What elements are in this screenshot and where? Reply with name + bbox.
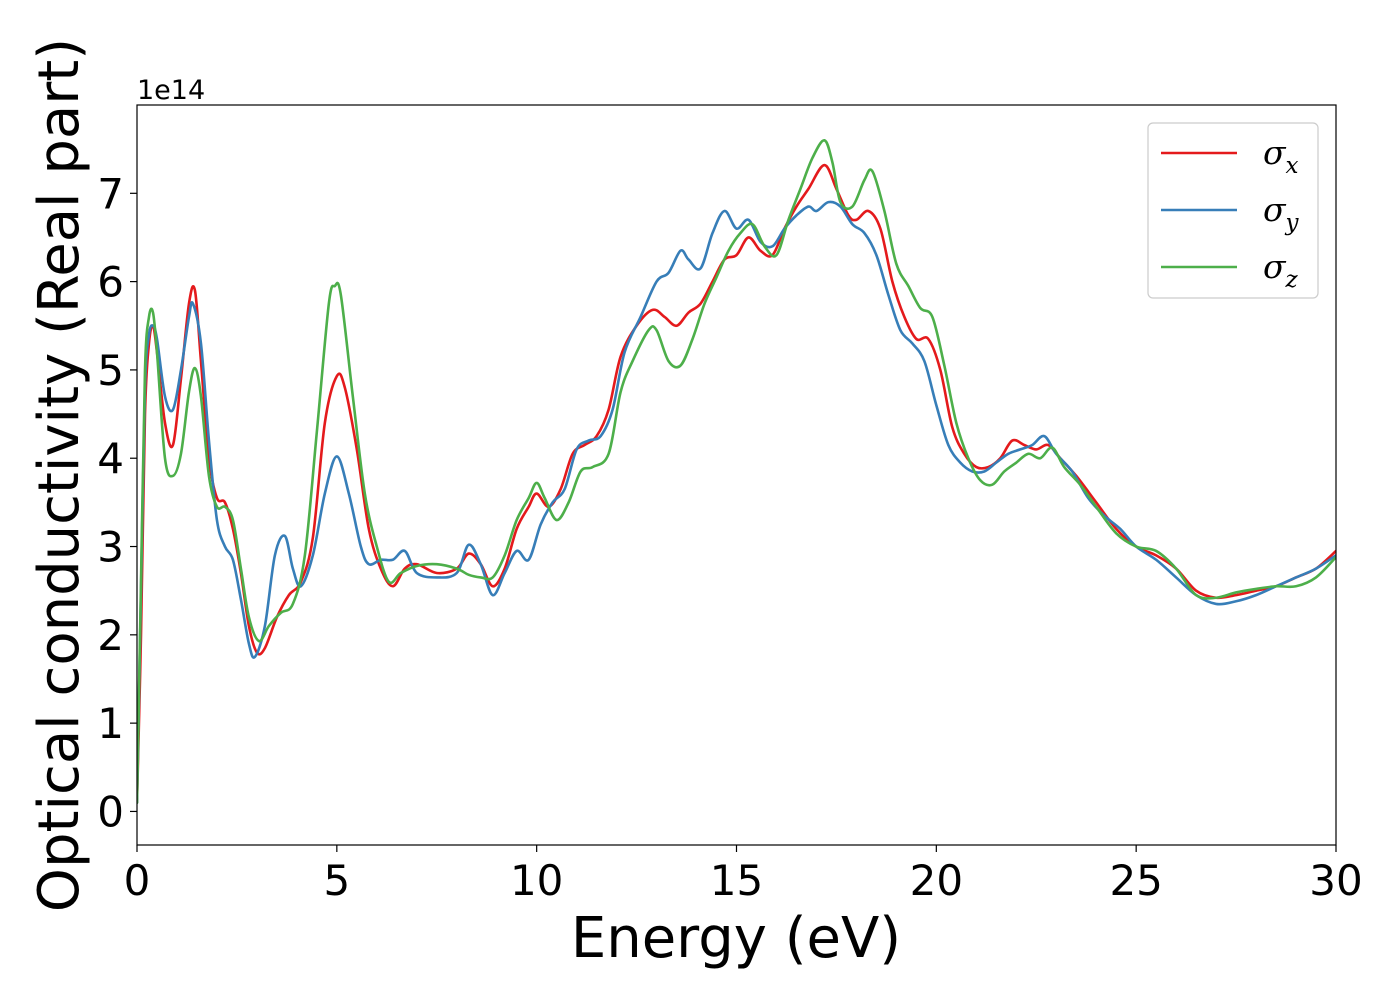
legend-label-y: σy (1263, 190, 1300, 236)
series-layer (137, 139, 1336, 804)
series-line-y (137, 200, 1336, 804)
y-tick-label: 4 (97, 434, 124, 483)
series-line-z (137, 139, 1336, 804)
y-tick-label: 1 (97, 699, 124, 748)
y-tick-label: 6 (97, 258, 124, 307)
x-axis-ticks: 0 5 10 15 20 25 30 (124, 845, 1363, 905)
x-tick-label: 15 (710, 856, 763, 905)
x-axis-title: Energy (eV) (571, 906, 901, 971)
x-tick-label: 5 (323, 856, 350, 905)
y-tick-label: 3 (97, 523, 124, 572)
x-tick-label: 10 (510, 856, 563, 905)
legend-label-z: σz (1263, 247, 1299, 293)
y-tick-label: 2 (97, 611, 124, 660)
y-axis-ticks: 0 1 2 3 4 5 6 7 (97, 169, 137, 836)
y-tick-label: 7 (97, 169, 124, 218)
y-tick-label: 0 (97, 787, 124, 836)
x-tick-label: 25 (1109, 856, 1162, 905)
x-tick-label: 30 (1309, 856, 1362, 905)
legend-label-x: σx (1263, 133, 1299, 179)
x-tick-label: 20 (910, 856, 963, 905)
legend: σx σy σz (1147, 122, 1319, 299)
y-axis-title: Optical conductivity (Real part) (27, 38, 92, 912)
y-offset-label: 1e14 (137, 75, 205, 106)
x-tick-label: 0 (124, 856, 151, 905)
y-tick-label: 5 (97, 346, 124, 395)
